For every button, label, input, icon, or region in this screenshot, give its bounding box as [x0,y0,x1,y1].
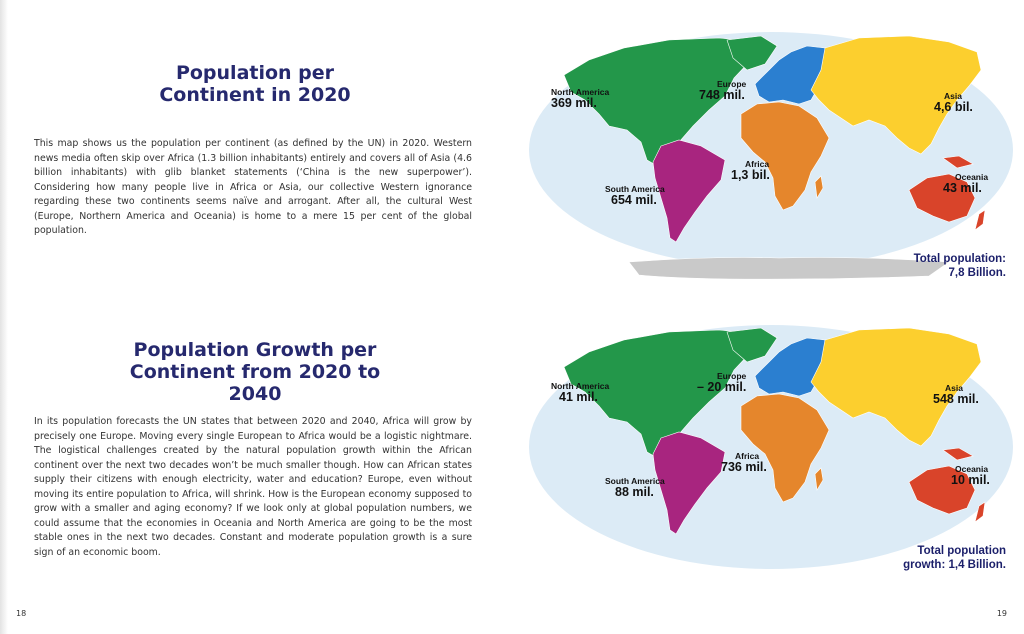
madagascar [814,175,824,199]
label-asia: Asia 548 mil. [933,383,979,407]
australia [908,173,976,223]
label-name: Europe [717,79,747,89]
label-value: 748 mil. [699,88,745,103]
total-line: Total population [917,545,1006,557]
asia [810,327,982,447]
south-america [652,431,726,535]
section-title-population: Population per Continent in 2020 [110,62,400,106]
label-value: 43 mil. [943,181,982,196]
label-name: Africa [735,451,760,461]
paragraph-growth: In its population forecasts the UN state… [34,416,472,558]
world-map-graphic [529,32,1013,280]
south-america [652,139,726,243]
label-europe: Europe 748 mil. [699,79,747,103]
label-north-america: North America 369 mil. [551,87,610,111]
label-value: 548 mil. [933,392,979,407]
new-zealand [974,209,986,231]
label-south-america: South America 88 mil. [605,476,665,500]
label-value: 88 mil. [615,485,654,500]
page-gutter [0,0,8,634]
total-line: Total population: [913,253,1006,265]
title-line: Population Growth per [133,339,377,361]
label-value: 10 mil. [951,473,990,488]
label-africa: Africa 1,3 bil. [731,159,770,183]
label-value: 736 mil. [721,460,767,475]
title-line: Continent in 2020 [159,84,351,106]
total-population: Total population: 7,8 Billion. [914,252,1006,280]
label-value: 41 mil. [559,390,598,405]
label-name: Oceania [955,172,989,182]
paragraph-population: This map shows us the population per con… [34,138,472,236]
africa [740,393,830,503]
label-name: Oceania [955,464,989,474]
label-value: – 20 mil. [697,380,747,395]
australia [908,465,976,515]
label-oceania: Oceania 43 mil. [937,172,989,196]
label-south-america: South America 654 mil. [605,184,665,208]
north-america [563,329,760,460]
world-map-growth: North America 41 mil. Europe – 20 mil. A… [529,322,1014,572]
label-name: Asia [944,91,962,101]
label-europe: Europe – 20 mil. [697,371,747,395]
world-map-population: North America 369 mil. Europe 748 mil. A… [529,30,1014,280]
label-name: North America [551,87,610,97]
antarctica [628,257,950,280]
page-number-left: 18 [16,609,27,618]
new-guinea [942,447,974,461]
new-guinea [942,155,974,169]
label-name: Asia [945,383,963,393]
label-oceania: Oceania 10 mil. [937,464,990,488]
label-africa: Africa 736 mil. [721,451,767,475]
title-line: Population per [175,62,335,84]
north-america [563,37,760,168]
greenland [726,327,778,363]
world-map-graphic [529,325,1013,569]
asia [810,35,982,155]
label-value: 654 mil. [611,193,657,208]
total-growth: Total population growth: 1,4 Billion. [903,544,1006,572]
label-name: South America [605,184,665,194]
label-name: Europe [717,371,747,381]
title-line: Continent from 2020 to 2040 [129,361,381,405]
madagascar [814,467,824,491]
greenland [726,35,778,71]
total-line: 7,8 Billion. [948,267,1006,279]
page-number-right: 19 [996,609,1007,618]
label-north-america: North America 41 mil. [551,381,610,405]
label-name: North America [551,381,610,391]
label-value: 369 mil. [551,96,597,111]
africa [740,101,830,211]
label-name: Africa [745,159,770,169]
total-line: growth: 1,4 Billion. [903,559,1006,571]
label-asia: Asia 4,6 bil. [934,91,973,115]
label-value: 1,3 bil. [731,168,770,183]
section-title-growth: Population Growth per Continent from 202… [110,339,400,405]
new-zealand [974,501,986,523]
label-name: South America [605,476,665,486]
label-value: 4,6 bil. [934,100,973,115]
